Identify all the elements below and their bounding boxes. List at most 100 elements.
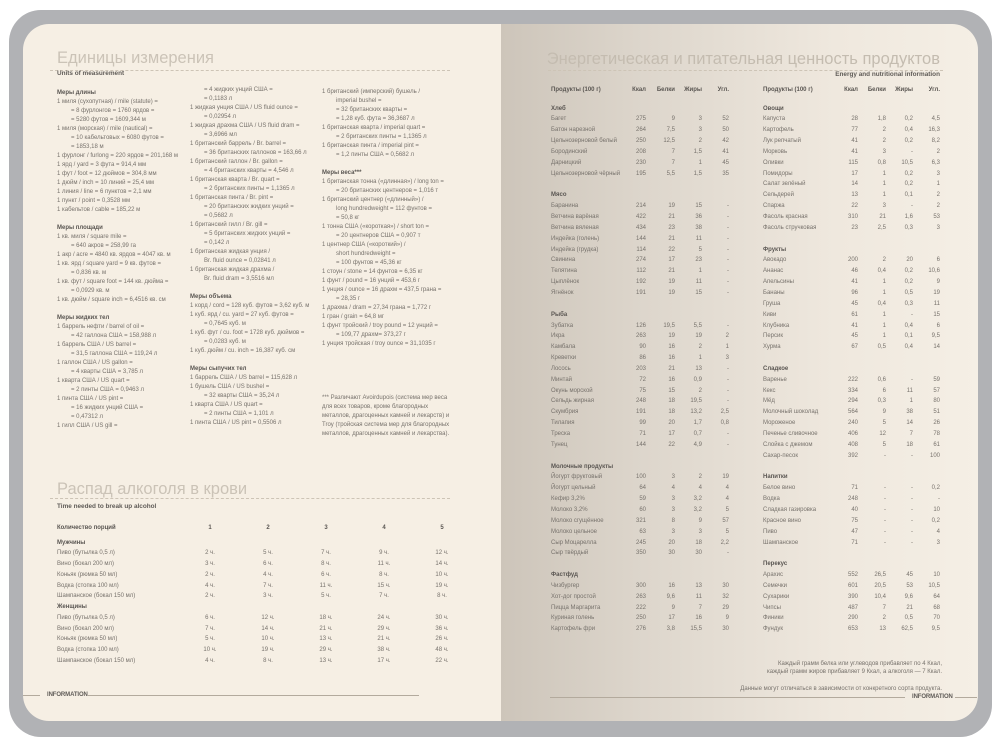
footer-line-left-main <box>88 695 419 696</box>
nutrition-value-protein: 30 <box>668 550 675 557</box>
nutrition-value-carbs: 70 <box>933 615 940 622</box>
conversion-line: = 0,02954 л <box>204 114 237 120</box>
conversion-line: = 8 фурлонгов = 1760 ярдов = <box>71 108 155 114</box>
alcohol-row-label: Вино (бокал 200 мл) <box>57 625 115 632</box>
weight-footnote: *** Различают Avoirdupois (система мер в… <box>322 395 450 437</box>
nutrition-value-carbs: 0,8 <box>720 420 729 427</box>
nutrition-product-name: Мороженое <box>763 420 796 427</box>
nutrition-value-carbs: - <box>727 550 729 557</box>
alcohol-cell: 4 ч. <box>263 571 273 578</box>
nutrition-value-carbs: 2,5 <box>720 409 729 416</box>
nutrition-value-protein: 1 <box>882 170 886 177</box>
nutrition-value-fat: 38 <box>695 224 702 231</box>
conversion-line: = 31,5 галлона США = 119,24 л <box>71 351 158 357</box>
nutrition-product-name: Мёд <box>763 398 775 405</box>
nutrition-value-protein: 22 <box>668 441 675 448</box>
footer-label-left: INFORMATION <box>47 692 88 698</box>
nutrition-value-kcal: 114 <box>636 246 646 253</box>
nutrition-value-protein: 0,5 <box>877 344 886 351</box>
nutrition-value-carbs: 57 <box>722 517 729 524</box>
nutrition-value-fat: 0,4 <box>904 127 913 134</box>
conversion-line: = 5280 футов = 1609,344 м <box>71 117 146 123</box>
conversion-line: 1 бушель США / US bushel = <box>190 384 270 390</box>
nutrition-value-fat: 13,2 <box>690 409 702 416</box>
alcohol-cell: 3 ч. <box>263 593 273 600</box>
nutrition-value-fat: 23 <box>695 257 702 264</box>
nutrition-value-protein: 7 <box>671 159 675 166</box>
nutrition-value-fat: 45 <box>906 572 913 579</box>
nutrition-value-kcal: 100 <box>635 474 646 481</box>
nutrition-value-carbs: 5 <box>725 506 729 513</box>
alcohol-header-portions: 1 <box>208 524 212 531</box>
nutrition-value-kcal: 487 <box>847 604 858 611</box>
conversion-line: 1 британский галлон / Br. gallon = <box>190 159 283 165</box>
conversion-line: = 4 жидких унций США = <box>204 87 273 93</box>
nutrition-value-carbs: 2 <box>936 148 940 155</box>
conversion-line: = 3,6966 мл <box>204 132 237 138</box>
conversion-line: 1 британский центнер («длинный») / <box>322 197 424 203</box>
nutrition-value-carbs: 35 <box>722 170 729 177</box>
conversion-line: 1 ярд / yard = 3 фута = 914,4 мм <box>57 162 147 168</box>
nutrition-value-fat: 0,2 <box>904 279 913 286</box>
section-spacer <box>57 215 189 224</box>
alcohol-header-portions: 5 <box>440 524 444 531</box>
nutrition-product-name: Чизбургер <box>551 582 580 589</box>
nutrition-product-name: Груша <box>763 300 781 307</box>
nutrition-value-kcal: 41 <box>851 279 858 286</box>
nutrition-value-fat: 1,7 <box>693 420 702 427</box>
alcohol-header-portions: 3 <box>324 524 328 531</box>
nutrition-header-kcal: Ккал <box>844 86 858 93</box>
nutrition-value-protein: 19,5 <box>663 322 675 329</box>
alcohol-header-portions: 2 <box>266 524 270 531</box>
units-title-divider <box>50 70 450 71</box>
alcohol-cell: 19 ч. <box>261 647 275 653</box>
conversion-line: = 0,142 л <box>204 240 230 246</box>
right-page <box>501 24 978 721</box>
nutrition-product-name: Багет <box>551 116 567 123</box>
nutrition-value-protein: 9 <box>671 116 675 123</box>
conversion-line: 1 галлон США / US gallon = <box>57 360 133 366</box>
nutrition-product-name: Сельдь жирная <box>551 398 594 405</box>
nutrition-value-kcal: 40 <box>851 506 858 513</box>
conversion-line: 1 унция / ounce = 16 драхм = 437,5 грана… <box>322 287 442 293</box>
nutrition-value-fat: 3,2 <box>693 496 702 503</box>
conversion-line: = 0,836 кв. м <box>71 270 107 276</box>
nutrition-value-fat: 14 <box>906 420 913 427</box>
nutrition-product-name: Треска <box>551 431 571 437</box>
alcohol-cell: 13 ч. <box>319 657 333 664</box>
conversion-line: = 4 британских кварты = 4,546 л <box>204 168 294 174</box>
nutrition-value-kcal: 263 <box>635 593 646 600</box>
nutrition-value-carbs: 10 <box>933 572 940 579</box>
nutrition-product-name: Баранина <box>551 203 579 210</box>
nutrition-value-kcal: 601 <box>847 582 858 589</box>
nutrition-value-fat: 0,5 <box>904 289 913 296</box>
nutrition-value-carbs: 0,2 <box>931 517 940 524</box>
nutrition-title-divider <box>548 70 943 71</box>
units-column: Меры длины 1 миля (сухопутная) / mile (st… <box>57 89 189 431</box>
alcohol-header-label: Количество порций <box>57 524 116 531</box>
nutrition-value-protein: 16 <box>668 376 675 383</box>
nutrition-product-name: Сахар-песок <box>763 452 798 459</box>
conversion-line: 1 куб. фут / cu. foot = 1728 куб. дюймов… <box>190 330 305 336</box>
alcohol-row-label: Коньяк (рюмка 50 мл) <box>57 571 118 578</box>
conversion-line: 1 стоун / stone = 14 фунтов = 6,35 кг <box>322 269 423 275</box>
nutrition-value-fat: 0,2 <box>904 181 913 188</box>
units-subtitle: Units of measurement <box>57 70 125 77</box>
nutrition-value-carbs: 57 <box>933 387 940 394</box>
nutrition-value-fat: 0,2 <box>904 170 913 177</box>
nutrition-value-fat: 0,4 <box>904 322 913 329</box>
alcohol-cell: 3 ч. <box>205 561 215 567</box>
nutrition-product-name: Водка <box>763 496 780 503</box>
nutrition-value-kcal: 248 <box>847 496 858 503</box>
nutrition-value-protein: 21 <box>668 365 675 372</box>
nutrition-value-protein: 0,8 <box>877 159 886 166</box>
nutrition-value-kcal: 112 <box>636 268 646 275</box>
conversion-line: 1 британская кварта / Br. quart = <box>190 177 280 183</box>
alcohol-cell: 4 ч. <box>205 657 215 664</box>
nutrition-product-name: Пиво <box>763 528 778 535</box>
conversion-line: 1 кварта США / US quart = <box>57 378 130 384</box>
nutrition-value-protein: 12,5 <box>663 138 675 145</box>
nutrition-value-fat: 1 <box>698 355 702 362</box>
conversion-line: 1 кварта США / US quart = <box>190 402 263 408</box>
nutrition-value-kcal: 552 <box>847 572 858 579</box>
